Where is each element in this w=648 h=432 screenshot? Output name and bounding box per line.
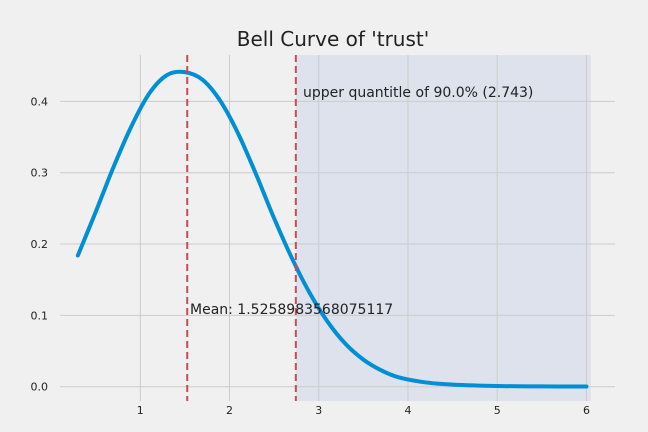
mean-annotation: Mean: 1.5258983568075117 bbox=[190, 302, 393, 318]
x-tick-label: 3 bbox=[315, 404, 322, 417]
y-tick-label: 0.3 bbox=[31, 167, 49, 180]
y-tick-label: 0.1 bbox=[31, 309, 49, 322]
x-tick-label: 4 bbox=[404, 404, 411, 417]
x-tick-label: 1 bbox=[137, 404, 144, 417]
x-tick-label: 2 bbox=[226, 404, 233, 417]
y-tick-label: 0.2 bbox=[31, 238, 49, 251]
shaded-region bbox=[295, 55, 591, 401]
bell-curve-line bbox=[75, 69, 589, 389]
quantile-annotation: upper quantitle of 90.0% (2.743) bbox=[303, 85, 533, 101]
y-tick-label: 0.4 bbox=[31, 95, 49, 108]
tick-labels: 1 2 3 4 5 6 0.0 0.1 0.2 0.3 0.4 bbox=[31, 95, 590, 417]
chart-title: Bell Curve of 'trust' bbox=[237, 27, 430, 51]
shaded-tail-region bbox=[295, 55, 591, 401]
x-tick-label: 5 bbox=[494, 404, 501, 417]
x-tick-label: 6 bbox=[583, 404, 590, 417]
vline-layer bbox=[186, 55, 297, 401]
curve-layer bbox=[75, 69, 589, 389]
y-tick-label: 0.0 bbox=[31, 381, 49, 394]
grid bbox=[60, 55, 615, 401]
